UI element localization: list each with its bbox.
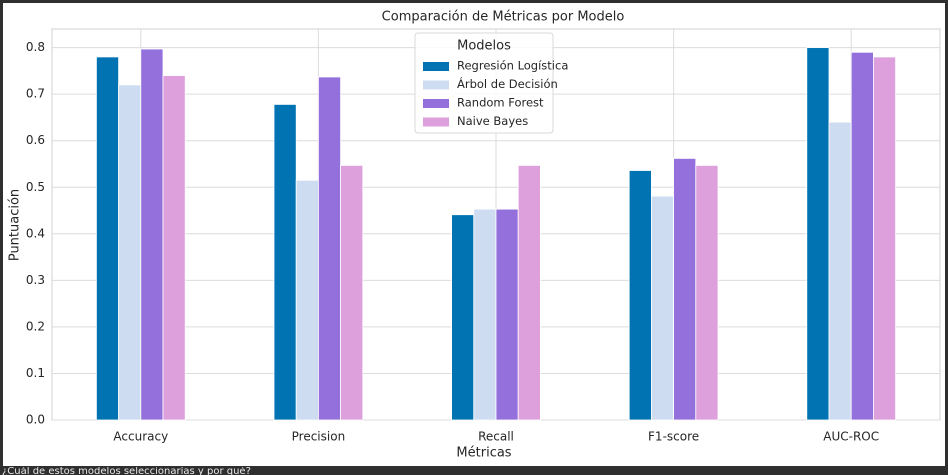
bar <box>806 47 830 421</box>
y-axis-label: Puntuación <box>8 189 23 261</box>
bar <box>673 158 697 421</box>
y-tick-label: 0.0 <box>26 413 45 427</box>
y-tick-label: 0.7 <box>26 87 45 101</box>
x-tick-label: Recall <box>478 430 514 444</box>
legend-label: Naive Bayes <box>457 114 528 128</box>
legend-swatch <box>423 80 449 90</box>
caption: ¿Cuál de estos modelos seleccionarías y … <box>2 467 251 475</box>
bar <box>340 164 364 421</box>
bar <box>118 84 142 421</box>
y-tick-label: 0.6 <box>26 133 45 147</box>
bar <box>140 48 164 421</box>
chart: Comparación de Métricas por Modelo Métri… <box>8 10 941 461</box>
bar <box>96 56 120 421</box>
chart-frame: Comparación de Métricas por Modelo Métri… <box>3 3 945 466</box>
bar <box>695 164 719 421</box>
y-tick-label: 0.8 <box>26 40 45 54</box>
bar <box>273 104 297 421</box>
legend-swatch <box>423 62 449 71</box>
bar <box>495 208 519 421</box>
legend: Modelos Regresión Logística Árbol de Decis… <box>414 32 568 134</box>
x-axis-label: Métricas <box>456 446 511 461</box>
x-tick-label: Precision <box>292 430 346 444</box>
bar <box>628 170 652 421</box>
legend-box <box>414 32 554 134</box>
chart-title: Comparación de Métricas por Modelo <box>382 10 625 25</box>
y-tick-label: 0.5 <box>26 180 45 194</box>
legend-title: Modelos <box>457 39 511 54</box>
x-tick-label: F1-score <box>648 430 699 444</box>
bar <box>828 121 852 421</box>
legend-label: Regresión Logística <box>457 59 568 73</box>
x-tick-label: AUC-ROC <box>823 430 879 444</box>
bar <box>473 208 497 421</box>
bar <box>850 51 874 421</box>
y-tick-label: 0.3 <box>26 273 45 287</box>
y-tick-label: 0.1 <box>26 366 45 380</box>
legend-label: Árbol de Decisión <box>457 76 558 91</box>
y-tick-label: 0.4 <box>26 226 45 240</box>
bar <box>873 56 897 421</box>
x-tick-label: Accuracy <box>113 430 168 444</box>
bar <box>162 75 186 421</box>
bar <box>517 164 541 421</box>
bar <box>317 76 341 421</box>
y-tick-label: 0.2 <box>26 319 45 333</box>
bar <box>651 195 675 421</box>
legend-swatch <box>423 117 449 127</box>
legend-label: Random Forest <box>457 96 544 110</box>
bar <box>295 179 319 421</box>
legend-swatch <box>423 99 449 108</box>
bar <box>451 214 475 421</box>
